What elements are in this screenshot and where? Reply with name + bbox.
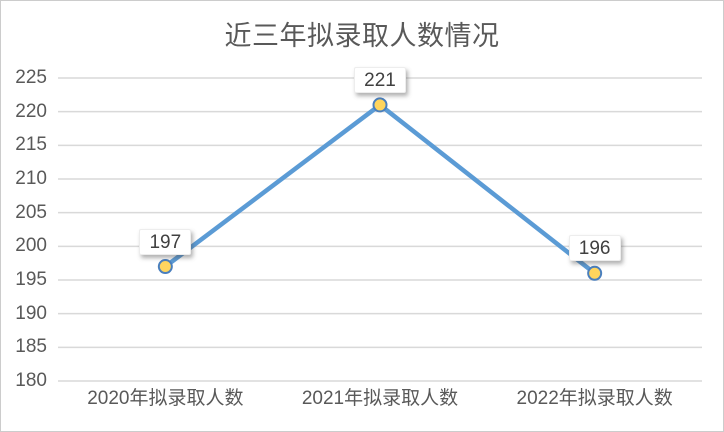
data-point-marker xyxy=(372,97,388,113)
data-label: 197 xyxy=(139,228,192,255)
data-label: 221 xyxy=(354,66,406,93)
y-tick-label: 180 xyxy=(15,370,47,391)
chart-title: 近三年拟录取人数情况 xyxy=(224,21,500,51)
y-tick-label: 220 xyxy=(15,100,47,122)
y-tick-label: 225 xyxy=(15,67,47,88)
y-tick-label: 215 xyxy=(15,134,47,156)
data-point-marker xyxy=(157,259,173,275)
y-tick-label: 205 xyxy=(15,201,47,223)
y-tick-label: 200 xyxy=(15,235,47,257)
x-axis-category-label: 2022年拟录取人数 xyxy=(516,388,673,409)
data-point-marker xyxy=(587,265,603,281)
data-label: 196 xyxy=(568,235,621,262)
x-axis-category-label: 2021年拟录取人数 xyxy=(301,388,459,409)
y-tick-label: 210 xyxy=(15,168,47,189)
x-axis-category-label: 2020年拟录取人数 xyxy=(87,388,244,409)
series-line xyxy=(163,102,597,276)
y-tick-label: 190 xyxy=(15,302,47,324)
y-tick-label: 185 xyxy=(15,336,47,358)
y-tick-label: 195 xyxy=(15,269,47,290)
